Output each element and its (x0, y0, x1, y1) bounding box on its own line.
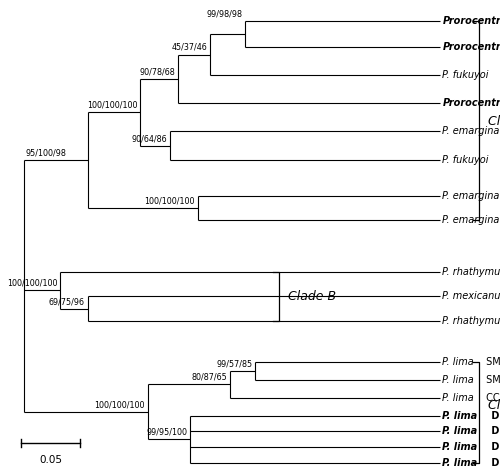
Text: P. lima: P. lima (442, 393, 474, 403)
Text: Dn39EHU: Dn39EHU (488, 426, 500, 437)
Text: Dn37EHU: Dn37EHU (488, 410, 500, 421)
Text: P. emarginatum: P. emarginatum (442, 191, 500, 201)
Text: P. lima: P. lima (442, 458, 478, 469)
Text: P. rhathymum: P. rhathymum (442, 316, 500, 326)
Text: Clade A: Clade A (488, 115, 500, 129)
Text: CCMP1746: CCMP1746 (484, 393, 500, 403)
Text: 100/100/100: 100/100/100 (7, 279, 58, 287)
Text: Clade B: Clade B (288, 290, 336, 303)
Text: 0.05: 0.05 (39, 455, 62, 465)
Text: 95/100/98: 95/100/98 (26, 149, 66, 158)
Text: 99/95/100: 99/95/100 (146, 428, 188, 437)
Text: P. rhathymum: P. rhathymum (442, 267, 500, 277)
Text: Dn38EHU: Dn38EHU (488, 458, 500, 469)
Text: Clade C: Clade C (488, 399, 500, 412)
Text: 100/100/100: 100/100/100 (94, 400, 145, 409)
Text: 90/78/68: 90/78/68 (139, 67, 175, 76)
Text: P. mexicanum: P. mexicanum (442, 291, 500, 302)
Text: P. lima: P. lima (442, 375, 474, 385)
Text: P. fukuyoi: P. fukuyoi (442, 155, 489, 166)
Text: P. emarginatum: P. emarginatum (442, 215, 500, 226)
Text: Dn35EHU: Dn35EHU (488, 442, 500, 453)
Text: P. emarginatum: P. emarginatum (442, 126, 500, 136)
Text: SM24: SM24 (484, 375, 500, 385)
Text: 80/87/65: 80/87/65 (192, 372, 228, 382)
Text: 100/100/100: 100/100/100 (87, 100, 138, 110)
Text: P. lima: P. lima (442, 410, 478, 421)
Text: SM29: SM29 (484, 357, 500, 367)
Text: 99/98/98: 99/98/98 (206, 9, 242, 18)
Text: Prorocentrum: Prorocentrum (442, 42, 500, 52)
Text: 45/37/46: 45/37/46 (172, 43, 208, 52)
Text: P. lima: P. lima (442, 426, 478, 437)
Text: 99/57/85: 99/57/85 (216, 359, 252, 368)
Text: Prorocentrum: Prorocentrum (442, 16, 500, 26)
Text: P. lima: P. lima (442, 442, 478, 453)
Text: P. lima: P. lima (442, 357, 474, 367)
Text: Prorocentrum: Prorocentrum (442, 98, 500, 108)
Text: P. fukuyoi: P. fukuyoi (442, 70, 489, 80)
Text: 90/64/86: 90/64/86 (132, 134, 168, 143)
Text: 100/100/100: 100/100/100 (144, 197, 195, 205)
Text: 69/75/96: 69/75/96 (49, 297, 85, 306)
